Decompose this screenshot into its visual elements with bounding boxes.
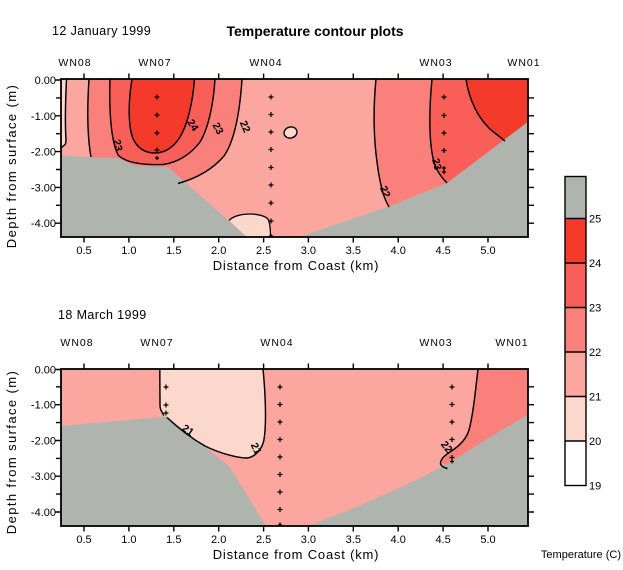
- svg-text:-3.00: -3.00: [31, 471, 56, 483]
- svg-text:WN08: WN08: [58, 57, 91, 69]
- svg-text:1.5: 1.5: [166, 534, 181, 546]
- svg-text:WN04: WN04: [249, 57, 282, 69]
- svg-text:WN03: WN03: [419, 57, 452, 69]
- svg-text:-4.00: -4.00: [31, 218, 56, 230]
- svg-text:12 January 1999: 12 January 1999: [52, 24, 151, 38]
- svg-text:2.5: 2.5: [256, 245, 271, 257]
- svg-text:4.5: 4.5: [435, 245, 450, 257]
- svg-text:WN08: WN08: [60, 337, 93, 349]
- svg-text:22: 22: [237, 119, 253, 135]
- svg-text:23: 23: [589, 303, 601, 315]
- svg-text:0.5: 0.5: [76, 534, 91, 546]
- svg-text:WN07: WN07: [138, 57, 171, 69]
- svg-text:-3.00: -3.00: [31, 182, 56, 194]
- svg-text:1.0: 1.0: [121, 245, 136, 257]
- svg-text:4.0: 4.0: [391, 534, 406, 546]
- svg-text:0.00: 0.00: [35, 365, 56, 377]
- svg-text:Temperature contour plots: Temperature contour plots: [226, 23, 403, 39]
- svg-text:Temperature (C): Temperature (C): [541, 549, 621, 561]
- svg-text:2.0: 2.0: [211, 534, 226, 546]
- svg-text:23: 23: [110, 138, 124, 152]
- svg-text:22: 22: [589, 347, 601, 359]
- svg-text:0.5: 0.5: [76, 245, 91, 257]
- svg-text:4.5: 4.5: [435, 534, 450, 546]
- svg-text:20: 20: [589, 436, 601, 448]
- svg-text:WN07: WN07: [140, 337, 173, 349]
- svg-text:2.5: 2.5: [256, 534, 271, 546]
- svg-text:WN03: WN03: [419, 337, 452, 349]
- svg-text:-1.00: -1.00: [31, 111, 56, 123]
- svg-text:5.0: 5.0: [480, 245, 495, 257]
- svg-text:Depth from surface (m): Depth from surface (m): [4, 84, 19, 248]
- svg-text:19: 19: [589, 481, 601, 493]
- svg-text:-2.00: -2.00: [31, 436, 56, 448]
- svg-text:Distance from Coast (km): Distance from Coast (km): [213, 258, 380, 273]
- svg-text:3.0: 3.0: [301, 245, 316, 257]
- svg-text:22: 22: [377, 184, 393, 199]
- svg-text:Depth from surface (m): Depth from surface (m): [4, 370, 19, 534]
- svg-text:WN01: WN01: [507, 57, 540, 69]
- svg-text:-4.00: -4.00: [31, 507, 56, 519]
- svg-text:3.5: 3.5: [346, 534, 361, 546]
- svg-text:-2.00: -2.00: [31, 147, 56, 159]
- svg-text:3.0: 3.0: [301, 534, 316, 546]
- svg-text:1.0: 1.0: [121, 534, 136, 546]
- svg-text:2.0: 2.0: [211, 245, 226, 257]
- svg-text:21: 21: [248, 441, 264, 457]
- svg-text:3.5: 3.5: [346, 245, 361, 257]
- svg-text:24: 24: [184, 117, 201, 133]
- svg-text:Distance from Coast (km): Distance from Coast (km): [213, 547, 380, 562]
- svg-text:WN04: WN04: [260, 337, 293, 349]
- svg-text:-1.00: -1.00: [31, 400, 56, 412]
- svg-text:23: 23: [429, 157, 444, 172]
- svg-text:25: 25: [589, 214, 601, 226]
- svg-text:1.5: 1.5: [166, 245, 181, 257]
- svg-text:21: 21: [589, 392, 601, 404]
- svg-text:5.0: 5.0: [480, 534, 495, 546]
- svg-text:24: 24: [589, 258, 601, 270]
- svg-text:4.0: 4.0: [391, 245, 406, 257]
- svg-text:0.00: 0.00: [35, 75, 56, 87]
- svg-text:WN01: WN01: [495, 337, 528, 349]
- svg-text:18 March 1999: 18 March 1999: [58, 308, 147, 322]
- svg-text:23: 23: [210, 121, 226, 137]
